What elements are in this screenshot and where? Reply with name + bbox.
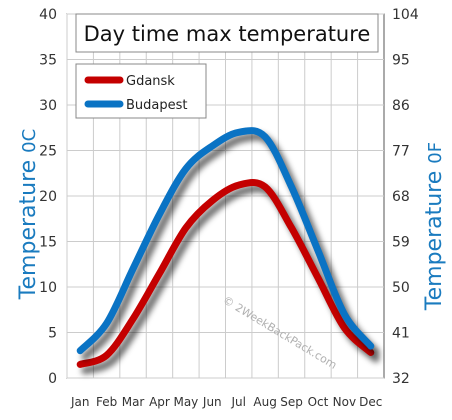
y-axis-right-ticks: 32 41 50 59 68 77 86 95 104 [392, 7, 419, 387]
x-axis-ticks: Jan Feb Mar Apr May Jun Jul Aug Sep Oct Nov Dec [70, 395, 382, 409]
x-tick-label: Apr [149, 395, 170, 409]
x-tick-label: Nov [333, 395, 356, 409]
y-tick-right-label: 59 [392, 235, 410, 251]
y-tick-left-label: 30 [39, 98, 57, 114]
series-lines [76, 127, 380, 375]
x-tick-label: Jul [230, 395, 245, 409]
series-budapest [76, 127, 380, 361]
x-tick-label: Jun [202, 395, 222, 409]
y-tick-left-label: 25 [39, 144, 57, 160]
x-tick-label: May [173, 395, 198, 409]
legend-frame [75, 63, 207, 119]
x-tick-label: Dec [359, 395, 382, 409]
y-tick-right-label: 95 [392, 53, 410, 69]
y-tick-left-label: 40 [39, 7, 57, 23]
y-tick-left-label: 15 [39, 235, 57, 251]
series-gdansk [76, 178, 380, 375]
y-tick-right-label: 32 [392, 371, 410, 387]
y-axis-right-title: Temperature 0F [422, 142, 447, 311]
legend-label: Gdansk [126, 74, 175, 89]
series-line [76, 127, 375, 355]
y-axis-right-unit: 0F [425, 142, 446, 164]
x-tick-label: Mar [122, 395, 145, 409]
series-line [76, 178, 375, 368]
y-tick-left-label: 35 [39, 53, 57, 69]
title-box: Day time max temperature [75, 13, 379, 53]
y-tick-right-label: 86 [392, 98, 410, 114]
y-tick-left-label: 10 [39, 280, 57, 296]
x-tick-label: Sep [280, 395, 303, 409]
y-axis-left-ticks: 0 5 10 15 20 25 30 35 40 [39, 7, 57, 387]
y-tick-right-label: 50 [392, 280, 410, 296]
x-tick-label: Feb [96, 395, 117, 409]
y-tick-left-label: 0 [48, 371, 57, 387]
x-tick-label: Oct [308, 395, 329, 409]
legend-label: Budapest [126, 98, 188, 113]
x-tick-label: Aug [253, 395, 276, 409]
y-axis-right-label: Temperature [422, 171, 447, 311]
y-tick-left-label: 5 [48, 326, 57, 342]
chart-title: Day time max temperature [84, 22, 371, 46]
y-tick-right-label: 77 [392, 144, 410, 160]
y-tick-left-label: 20 [39, 189, 57, 205]
y-axis-left-unit: 0C [19, 129, 40, 153]
title-frame [75, 13, 379, 53]
y-tick-right-label: 68 [392, 189, 410, 205]
y-tick-right-label: 41 [392, 326, 410, 342]
y-axis-left-label: Temperature [16, 160, 41, 300]
y-tick-right-label: 104 [392, 7, 419, 23]
legend: Gdansk Budapest [75, 63, 207, 119]
x-tick-label: Jan [70, 395, 90, 409]
y-axis-left-title: Temperature 0C [16, 129, 41, 300]
